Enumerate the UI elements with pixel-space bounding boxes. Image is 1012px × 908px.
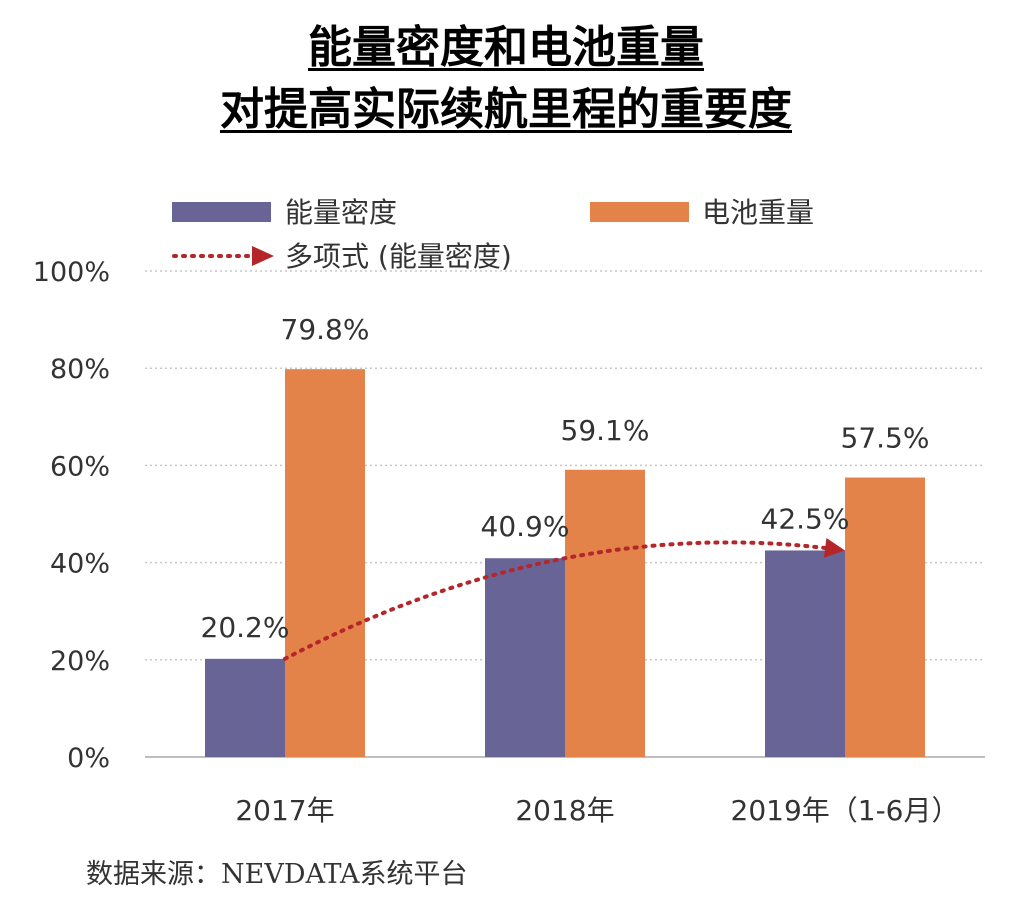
y-tick-label: 0%: [67, 743, 110, 774]
chart-title-line-1: 能量密度和电池重量: [308, 22, 704, 73]
bar-battery-weight: [565, 469, 645, 757]
trendline-arrowhead: [823, 537, 845, 558]
data-label-battery-weight: 57.5%: [841, 422, 930, 455]
y-tick-label: 100%: [33, 257, 110, 288]
x-axis: 2017年 2018年 2019年（1-6月）: [235, 794, 959, 827]
bar-energy-density: [485, 558, 565, 757]
source-note: 数据来源：NEVDATA系统平台: [86, 859, 468, 890]
y-tick-label: 40%: [50, 549, 110, 580]
legend-swatch-energy-density: [172, 202, 271, 222]
legend-arrowhead: [252, 246, 274, 266]
y-axis: 0% 20% 40% 60% 80% 100%: [33, 257, 985, 774]
bars: [205, 369, 925, 757]
legend-label-battery-weight: 电池重量: [702, 196, 814, 229]
bar-energy-density: [765, 550, 845, 757]
y-tick-label: 20%: [50, 646, 110, 677]
bar-battery-weight: [845, 477, 925, 757]
legend-label-energy-density: 能量密度: [285, 196, 397, 229]
y-tick-label: 60%: [50, 451, 110, 482]
data-labels: 20.2% 79.8% 40.9% 59.1% 42.5% 57.5%: [201, 313, 930, 644]
data-label-energy-density: 20.2%: [201, 611, 290, 644]
data-label-battery-weight: 59.1%: [561, 414, 650, 447]
x-tick-label: 2019年（1-6月）: [731, 794, 960, 827]
data-label-energy-density: 40.9%: [481, 510, 570, 543]
legend-swatch-battery-weight: [590, 202, 689, 222]
legend-label-trendline: 多项式 (能量密度): [285, 240, 512, 273]
x-tick-label: 2017年: [235, 794, 334, 827]
trendline: [283, 537, 845, 661]
bar-battery-weight: [285, 369, 365, 757]
data-label-energy-density: 42.5%: [761, 502, 850, 535]
trendline-path: [283, 540, 833, 661]
chart-title-line-2: 对提高实际续航里程的重要度: [220, 84, 792, 135]
x-tick-label: 2018年: [515, 794, 614, 827]
y-tick-label: 80%: [50, 354, 110, 385]
data-label-battery-weight: 79.8%: [281, 313, 370, 346]
bar-energy-density: [205, 658, 285, 757]
